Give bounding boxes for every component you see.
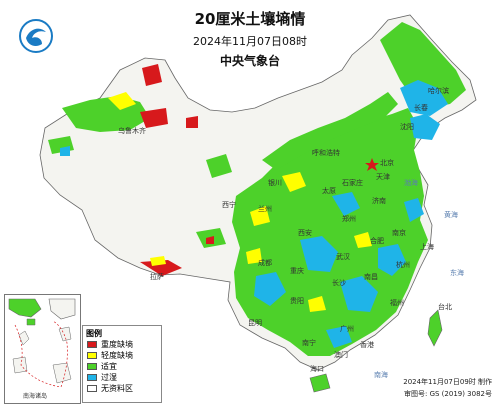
region-xinjiang-red-2 bbox=[140, 108, 168, 128]
region-wet-south-3 bbox=[378, 244, 406, 276]
region-taiwan bbox=[427, 309, 443, 347]
legend: 图例 重度缺墒 轻度缺墒 适宜 过湿 无资料区 bbox=[82, 325, 162, 403]
region-light-drought-5 bbox=[246, 248, 262, 264]
legend-item: 重度缺墒 bbox=[87, 339, 161, 350]
region-wet-coast bbox=[404, 198, 424, 222]
south-china-sea-inset: 南海诸岛 bbox=[4, 294, 81, 404]
legend-swatch bbox=[87, 363, 97, 370]
approval-number: 审图号: GS (2019) 3082号 bbox=[404, 390, 492, 398]
city-label: 长春 bbox=[414, 104, 428, 112]
city-label: 香港 bbox=[360, 341, 374, 349]
region-light-drought-1 bbox=[282, 172, 306, 192]
city-label: 贵阳 bbox=[290, 297, 304, 305]
legend-swatch bbox=[87, 352, 97, 359]
city-label: 澳门 bbox=[334, 351, 348, 359]
city-label: 杭州 bbox=[396, 261, 410, 269]
city-label: 兰州 bbox=[258, 205, 272, 213]
sea-label: 渤海 bbox=[404, 179, 418, 187]
region-xinjiang-blue bbox=[60, 146, 70, 156]
city-label: 福州 bbox=[390, 299, 404, 307]
capital-star bbox=[365, 158, 379, 171]
sea-label: 黄海 bbox=[444, 211, 458, 219]
legend-swatch bbox=[87, 385, 97, 392]
region-light-drought-4 bbox=[308, 296, 326, 312]
region-suitable-north bbox=[262, 92, 398, 170]
legend-title: 图例 bbox=[86, 329, 102, 338]
region-wet-south-2 bbox=[340, 276, 378, 312]
city-label: 太原 bbox=[322, 187, 336, 195]
sea-label: 东海 bbox=[450, 269, 464, 277]
map-title: 20厘米土壤墒情 bbox=[194, 10, 306, 28]
region-qinghai-green bbox=[206, 154, 232, 178]
region-hainan bbox=[309, 373, 331, 393]
city-label: 沈阳 bbox=[400, 123, 414, 131]
legend-label: 无资料区 bbox=[101, 384, 133, 393]
city-label: 济南 bbox=[372, 197, 386, 205]
region-suitable-northeast bbox=[380, 22, 466, 108]
city-label: 重庆 bbox=[290, 267, 304, 275]
city-label: 南京 bbox=[392, 229, 406, 237]
city-label: 海口 bbox=[310, 365, 324, 373]
cma-logo-icon bbox=[19, 19, 53, 53]
city-label: 北京 bbox=[380, 159, 394, 167]
region-light-drought-3 bbox=[354, 232, 372, 248]
region-tibet-red bbox=[140, 260, 182, 276]
city-label: 成都 bbox=[258, 259, 272, 267]
city-label: 台北 bbox=[438, 303, 452, 311]
city-label: 南宁 bbox=[302, 339, 316, 347]
inset-map bbox=[8, 298, 76, 388]
city-label: 银川 bbox=[268, 179, 282, 187]
region-wet-liaoning bbox=[410, 114, 440, 140]
region-tibet-yellow bbox=[150, 256, 166, 266]
legend-swatch bbox=[87, 374, 97, 381]
legend-item: 过湿 bbox=[87, 372, 161, 383]
region-qinghai-red bbox=[206, 236, 214, 244]
legend-label: 轻度缺墒 bbox=[101, 351, 133, 360]
map-date: 2024年11月07日08时 bbox=[193, 35, 307, 48]
legend-item: 适宜 bbox=[87, 361, 161, 372]
city-label: 武汉 bbox=[336, 253, 350, 261]
legend-label: 过湿 bbox=[101, 373, 117, 382]
legend-label: 重度缺墒 bbox=[101, 340, 133, 349]
city-label: 广州 bbox=[340, 325, 354, 333]
city-label: 乌鲁木齐 bbox=[118, 127, 146, 135]
legend-item: 无资料区 bbox=[87, 383, 161, 394]
city-label: 天津 bbox=[376, 173, 390, 181]
legend-label: 适宜 bbox=[101, 362, 117, 371]
city-label: 哈尔滨 bbox=[428, 87, 449, 95]
city-label: 南昌 bbox=[364, 273, 378, 281]
region-wet-guangdong bbox=[326, 326, 352, 348]
region-wet-southwest bbox=[254, 272, 286, 306]
city-label: 昆明 bbox=[248, 319, 262, 327]
sea-label: 南海 bbox=[374, 371, 388, 379]
city-label: 呼和浩特 bbox=[312, 149, 340, 157]
map-agency: 中央气象台 bbox=[219, 54, 280, 68]
region-wet-south-1 bbox=[300, 236, 338, 272]
region-wet-central bbox=[332, 192, 360, 216]
legend-swatch bbox=[87, 341, 97, 348]
legend-item: 轻度缺墒 bbox=[87, 350, 161, 361]
city-label: 上海 bbox=[420, 243, 434, 251]
city-label: 长沙 bbox=[332, 279, 346, 287]
region-wet-northeast bbox=[400, 80, 448, 116]
city-label: 西安 bbox=[298, 229, 312, 237]
city-label: 石家庄 bbox=[342, 179, 363, 187]
region-xinjiang-red-3 bbox=[186, 116, 198, 128]
city-label: 西宁 bbox=[222, 201, 236, 209]
region-light-drought-2 bbox=[250, 206, 270, 226]
inset-label: 南海诸岛 bbox=[23, 393, 48, 400]
city-label: 郑州 bbox=[342, 215, 356, 223]
region-xinjiang-red-1 bbox=[142, 64, 162, 86]
city-label: 合肥 bbox=[370, 237, 384, 245]
region-xinjiang-yellow bbox=[108, 92, 136, 110]
issued-time: 2024年11月07日09时 制作 bbox=[403, 378, 492, 386]
city-label: 拉萨 bbox=[150, 273, 164, 281]
